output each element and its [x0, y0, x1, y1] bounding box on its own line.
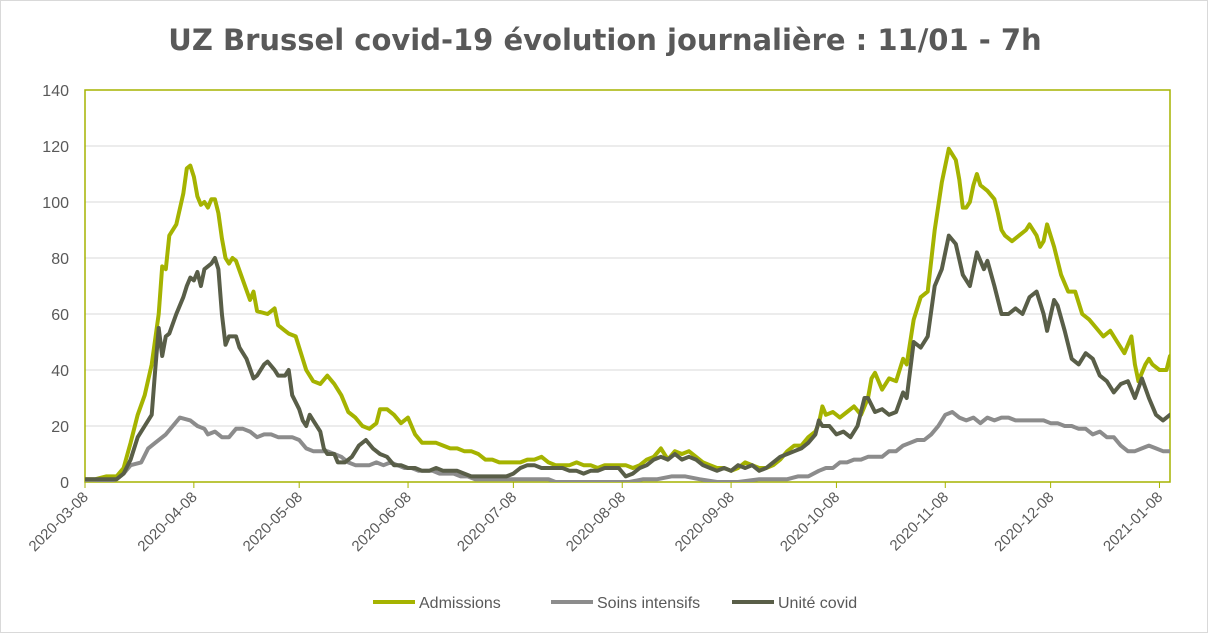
legend-label: Unité covid — [778, 595, 857, 612]
y-tick-label: 120 — [42, 139, 69, 156]
x-tick-label: 2020-03-08 — [26, 489, 92, 555]
x-tick-label: 2020-08-08 — [563, 489, 629, 555]
y-tick-label: 80 — [51, 251, 69, 268]
x-tick-label: 2020-07-08 — [454, 489, 520, 555]
y-tick-label: 0 — [60, 475, 69, 492]
y-tick-label: 20 — [51, 419, 69, 436]
x-tick-label: 2020-11-08 — [887, 489, 952, 554]
series-line-unit-covid — [85, 233, 1170, 482]
x-tick-label: 2020-09-08 — [672, 489, 738, 555]
legend-label: Soins intensifs — [597, 595, 700, 612]
series-line-soins-intensifs — [85, 410, 1170, 482]
x-tick-label: 2020-06-08 — [349, 489, 415, 555]
y-tick-label: 100 — [42, 195, 69, 212]
y-tick-label: 60 — [51, 307, 69, 324]
series-line-admissions — [85, 146, 1170, 482]
x-tick-label: 2020-12-08 — [991, 489, 1057, 555]
x-tick-label: 2020-05-08 — [240, 489, 306, 555]
legend-label: Admissions — [419, 595, 501, 612]
chart-title: UZ Brussel covid-19 évolution journalièr… — [168, 23, 1042, 57]
plot-area-border — [84, 89, 1171, 483]
x-tick-label: 2020-10-08 — [777, 489, 843, 555]
x-tick-label: 2020-04-08 — [134, 489, 200, 555]
y-tick-label: 40 — [51, 363, 69, 380]
y-tick-label: 140 — [42, 83, 69, 100]
x-tick-label: 2021-01-08 — [1100, 489, 1166, 555]
